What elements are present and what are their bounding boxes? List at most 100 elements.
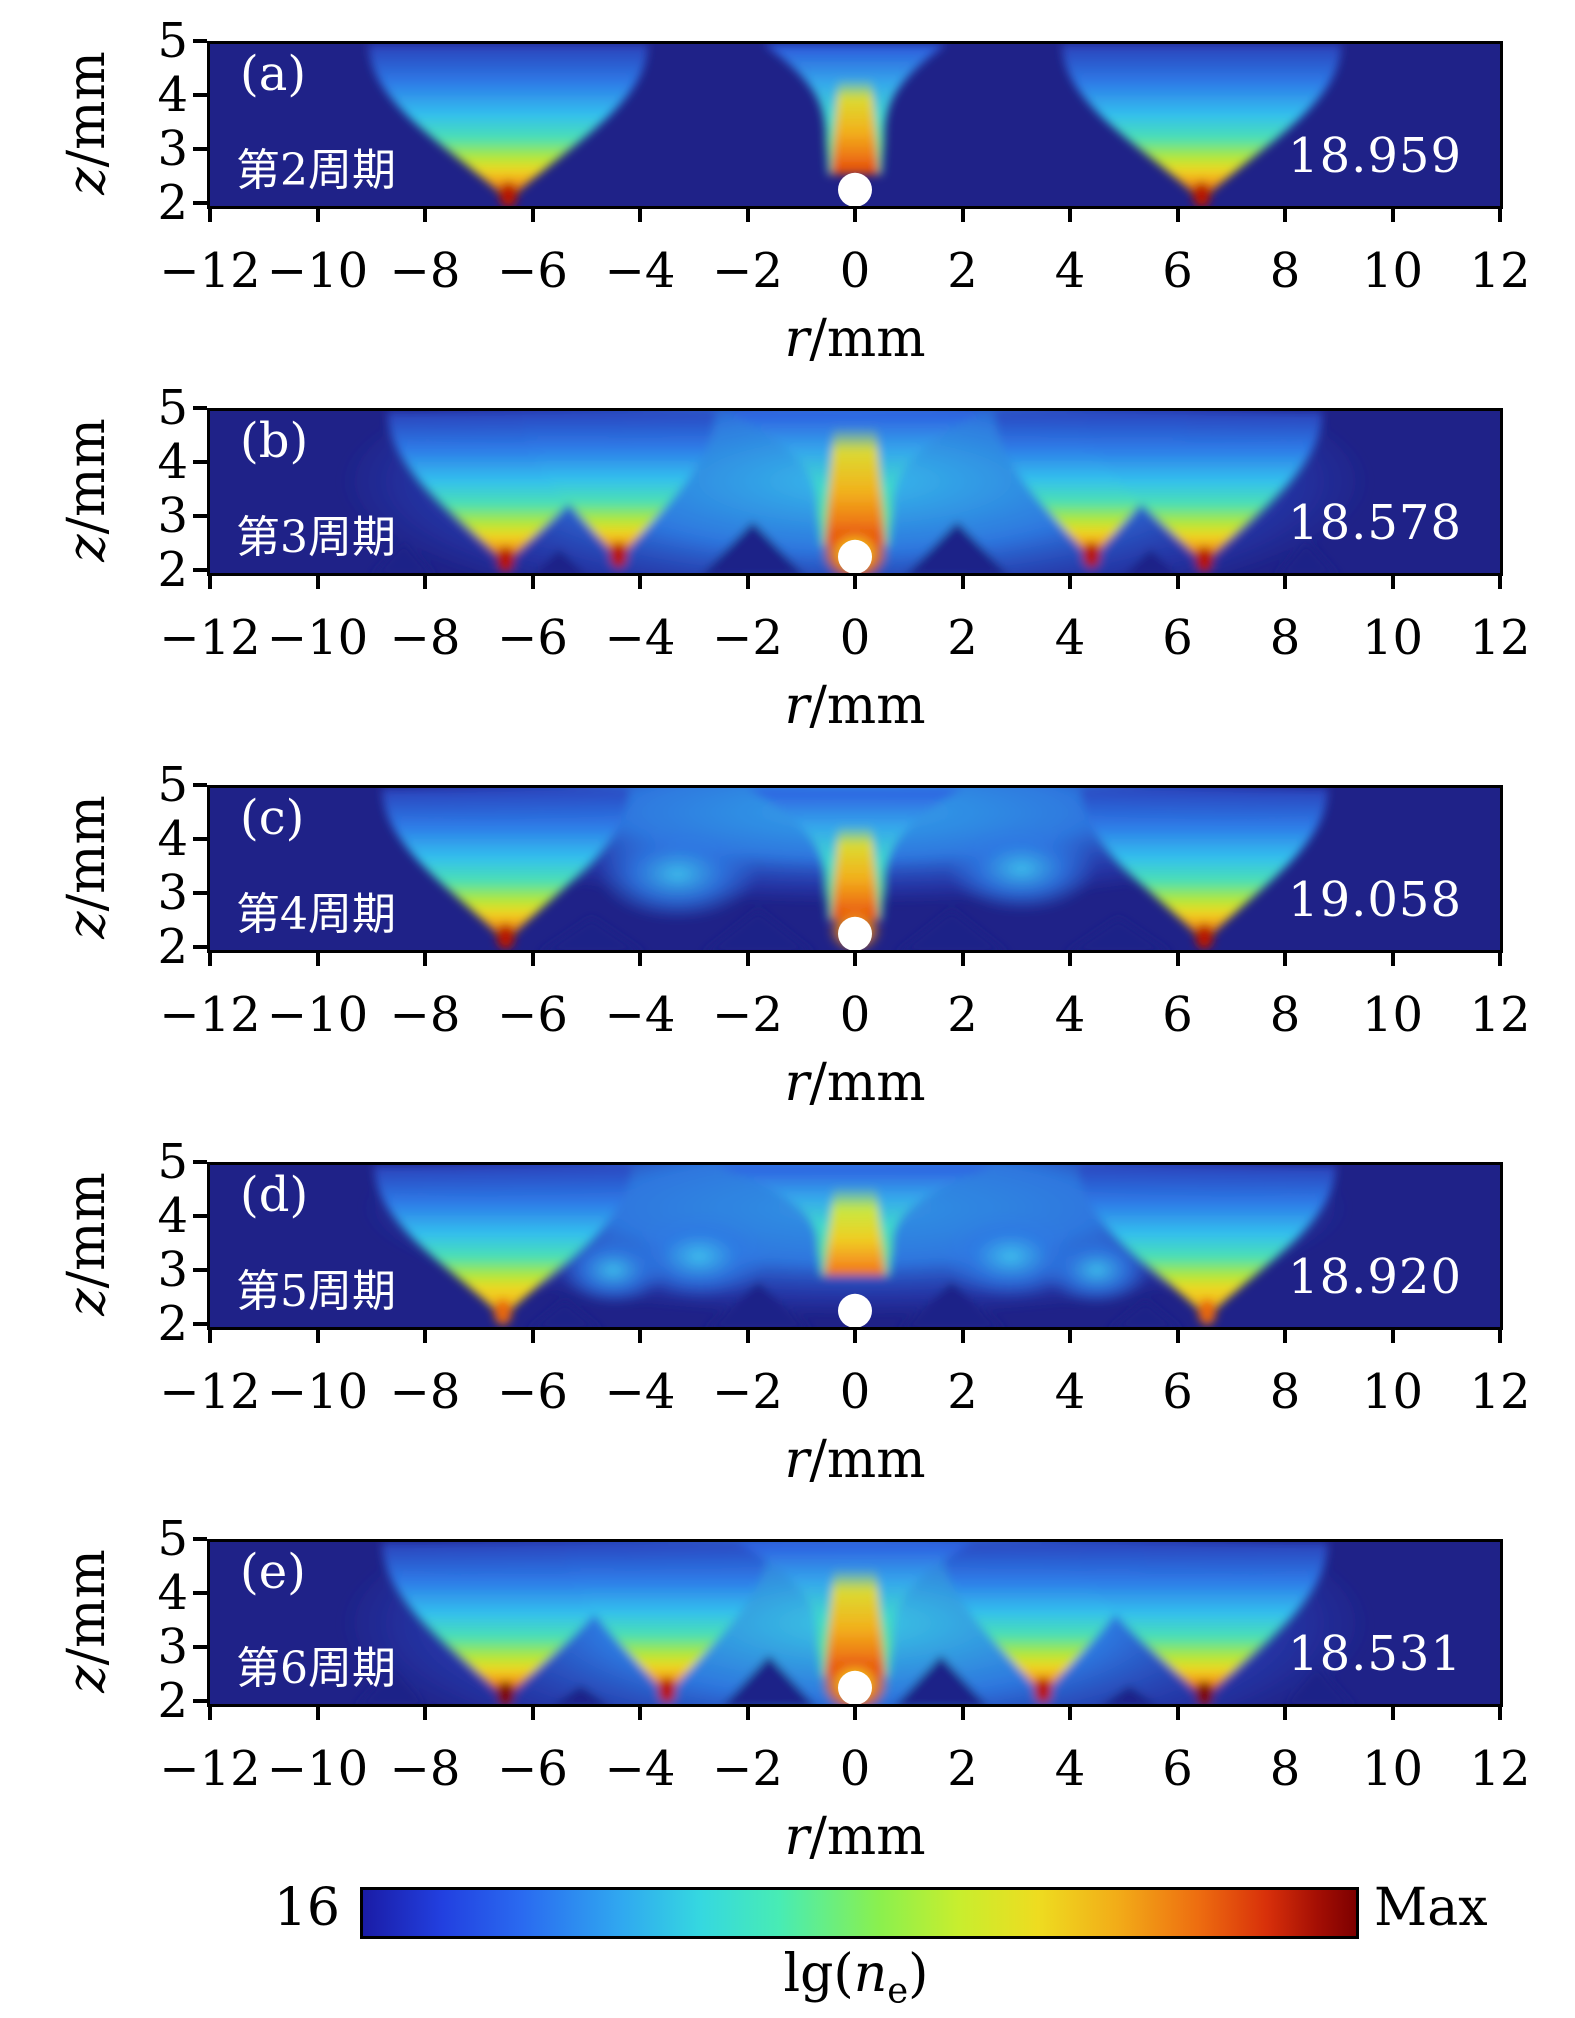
x-tick-mark [1390,1704,1395,1720]
heatmap-canvas [210,1542,1500,1704]
x-tick-label: 10 [1361,1364,1424,1420]
x-tick-label: 4 [1054,610,1086,666]
x-tick-mark [1068,573,1072,589]
y-tick-label: 4 [157,67,188,123]
x-tick-label: −6 [497,987,568,1043]
panel-peak-value: 18.531 [1288,1626,1462,1682]
x-tick-label: −8 [389,1741,461,1797]
y-axis-unit: /mm [57,1172,117,1289]
x-tick-mark [423,206,427,222]
y-tick-label: 3 [157,1619,188,1675]
heatmap-canvas [210,411,1500,573]
x-tick-label: −2 [712,610,783,666]
x-tick-label: −2 [712,1364,783,1420]
x-axis-unit: /mm [809,309,926,369]
x-tick-label: −12 [159,610,261,666]
x-tick-mark [1498,950,1502,966]
x-tick-label: 2 [947,1364,978,1420]
y-tick-label: 3 [157,121,188,177]
x-tick-label: −6 [497,1364,568,1420]
x-tick-mark [1498,1327,1502,1343]
x-tick-label: 2 [947,987,978,1043]
x-tick-mark [1498,1704,1502,1720]
x-tick-mark [960,1327,965,1343]
x-tick-label: −8 [389,987,461,1043]
x-tick-mark [530,950,535,966]
x-tick-label: 4 [1054,987,1086,1043]
x-tick-label: 12 [1469,1364,1531,1420]
colorbar-max-label: Max [1374,1878,1488,1938]
y-axis-label: z/mm [57,1124,117,1364]
heatmap-plot: (e) 第6周期 18.531 [207,1539,1503,1707]
panel-peak-value: 18.920 [1288,1249,1462,1305]
y-tick-label: 4 [157,811,188,867]
y-tick-mark [193,945,207,949]
y-axis-label: z/mm [57,747,117,987]
y-tick-mark [193,783,207,787]
x-tick-label: −8 [389,243,461,299]
colorbar-label-symbol: n [853,1944,888,2004]
x-tick-mark [638,1327,642,1343]
x-tick-label: 6 [1162,1741,1193,1797]
x-tick-label: −4 [604,610,676,666]
x-axis-symbol: r [784,1053,810,1113]
x-tick-label: 2 [947,243,978,299]
panel-peak-value: 18.578 [1288,495,1462,551]
x-tick-label: −12 [159,987,261,1043]
y-tick-label: 5 [157,1511,188,1567]
y-tick-mark [193,93,207,97]
heatmap-plot: (b) 第3周期 18.578 [207,408,1503,576]
panel-letter: (e) [240,1544,306,1600]
x-axis-unit: /mm [809,1807,926,1867]
x-tick-label: −12 [159,1364,261,1420]
panel-period-label: 第6周期 [236,1643,396,1694]
x-tick-label: 6 [1162,243,1193,299]
x-tick-label: 8 [1269,610,1301,666]
x-tick-mark [745,1327,750,1343]
x-tick-label: −10 [266,610,369,666]
y-tick-label: 2 [157,1673,188,1729]
x-tick-mark [1283,1704,1287,1720]
x-tick-mark [1390,573,1395,589]
x-tick-label: 12 [1469,1741,1531,1797]
heatmap-plot: (c) 第4周期 19.058 [207,785,1503,953]
x-tick-mark [960,206,965,222]
heatmap-canvas [210,788,1500,950]
x-axis-label: r/mm [705,678,1005,734]
y-tick-mark [193,1537,207,1541]
x-axis-symbol: r [784,1430,810,1490]
panel-period-label: 第5周期 [236,1266,396,1317]
y-tick-mark [193,147,207,151]
y-axis-symbol: z [57,911,117,939]
x-tick-mark [315,1327,320,1343]
x-tick-label: 8 [1269,1364,1301,1420]
x-tick-label: 0 [839,987,871,1043]
x-tick-mark [1175,206,1180,222]
x-axis-unit: /mm [809,676,926,736]
y-tick-mark [193,568,207,572]
x-tick-mark [423,573,427,589]
x-tick-mark [315,573,320,589]
x-axis-unit: /mm [809,1430,926,1490]
x-tick-mark [745,950,750,966]
x-tick-mark [960,1704,965,1720]
y-tick-label: 2 [157,175,188,231]
colorbar-label-suffix: ) [908,1944,929,2004]
y-axis-label: z/mm [57,370,117,610]
x-tick-label: −10 [266,243,369,299]
x-tick-label: 0 [839,1364,871,1420]
x-tick-label: −6 [497,1741,568,1797]
x-tick-mark [208,950,212,966]
x-tick-label: 8 [1269,987,1301,1043]
x-tick-label: 12 [1469,610,1531,666]
heatmap-plot: (a) 第2周期 18.959 [207,41,1503,209]
panel-letter: (c) [240,790,305,846]
x-tick-mark [530,573,535,589]
y-tick-mark [193,1322,207,1326]
x-tick-mark [638,573,642,589]
x-tick-label: 0 [839,243,871,299]
y-tick-mark [193,460,207,464]
y-tick-mark [193,201,207,205]
y-tick-mark [193,1699,207,1703]
